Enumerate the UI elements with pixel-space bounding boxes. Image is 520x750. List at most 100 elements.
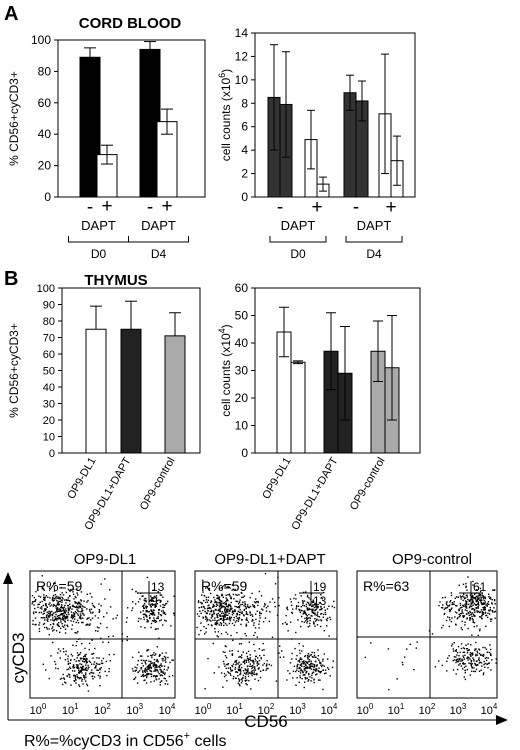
event-dot <box>240 682 243 684</box>
event-dot <box>67 605 69 607</box>
event-dot <box>306 677 308 679</box>
flow-x-axis-label: CD56 <box>244 712 287 731</box>
event-dot <box>81 672 83 674</box>
event-dot <box>450 620 453 623</box>
event-dot <box>239 609 241 611</box>
event-dot <box>149 613 152 615</box>
event-dot <box>99 610 101 612</box>
event-dot <box>97 630 99 632</box>
event-dot <box>224 651 226 653</box>
event-dot <box>197 601 200 604</box>
event-dot <box>48 603 50 605</box>
event-dot <box>224 613 226 616</box>
event-dot <box>466 610 468 612</box>
event-dot <box>93 663 95 665</box>
event-dot <box>333 606 336 609</box>
event-dot <box>70 659 72 662</box>
event-dot <box>245 661 248 664</box>
event-dot <box>480 662 483 664</box>
event-dot <box>71 608 73 610</box>
event-dot <box>62 594 65 596</box>
event-dot <box>247 659 249 661</box>
event-dot <box>220 603 223 605</box>
event-dot <box>49 624 52 626</box>
event-dot <box>162 610 164 612</box>
event-dot <box>479 629 481 632</box>
event-dot <box>250 671 253 673</box>
event-dot <box>254 650 256 652</box>
event-dot <box>481 617 483 620</box>
event-dot <box>52 612 55 614</box>
event-dot <box>316 624 319 626</box>
event-dot <box>276 614 279 617</box>
event-dot <box>464 600 467 602</box>
event-dot <box>62 616 64 619</box>
event-dot <box>303 605 306 607</box>
event-dot <box>208 588 211 590</box>
event-dot <box>306 619 308 621</box>
event-dot <box>309 617 312 619</box>
event-dot <box>152 611 155 614</box>
event-dot <box>61 592 63 594</box>
event-dot <box>286 679 288 681</box>
event-dot <box>296 605 298 607</box>
event-dot <box>455 673 457 675</box>
event-dot <box>79 615 81 618</box>
event-dot <box>264 572 267 575</box>
bar <box>85 328 107 454</box>
event-dot <box>73 665 75 667</box>
event-dot <box>476 650 478 652</box>
event-dot <box>145 600 148 602</box>
event-dot <box>476 663 478 666</box>
event-dot <box>58 600 60 603</box>
event-dot <box>157 660 159 662</box>
event-dot <box>458 658 460 660</box>
event-dot <box>86 684 89 687</box>
event-dot <box>302 661 304 663</box>
event-dot <box>473 667 475 669</box>
event-dot <box>231 653 234 656</box>
event-dot <box>441 597 444 599</box>
event-dot <box>81 680 83 682</box>
event-dot <box>55 613 57 616</box>
event-dot <box>218 666 220 668</box>
event-dot <box>72 591 74 593</box>
event-dot <box>218 624 220 626</box>
event-dot <box>154 664 156 667</box>
event-dot <box>302 604 304 607</box>
event-dot <box>312 601 315 603</box>
event-dot <box>302 671 304 674</box>
event-dot <box>57 607 59 609</box>
event-dot <box>476 610 478 612</box>
event-dot <box>64 624 66 626</box>
event-dot <box>326 667 329 669</box>
event-dot <box>311 610 313 612</box>
event-dot <box>154 654 156 656</box>
event-dot <box>98 657 100 659</box>
event-dot <box>475 604 477 606</box>
event-dot <box>72 620 75 623</box>
event-dot <box>464 603 466 606</box>
event-dot <box>126 639 128 642</box>
event-dot <box>162 612 164 614</box>
event-dot <box>72 588 75 591</box>
event-dot <box>87 623 89 626</box>
event-dot <box>445 607 447 609</box>
event-dot <box>231 654 234 656</box>
event-dot <box>491 603 493 605</box>
event-dot <box>207 609 209 612</box>
event-dot <box>149 669 151 672</box>
event-dot <box>112 635 114 637</box>
event-dot <box>295 606 298 608</box>
event-dot <box>75 660 77 662</box>
event-dot <box>197 600 200 602</box>
event-dot <box>149 664 152 667</box>
event-dot <box>53 590 56 592</box>
event-dot <box>85 657 87 660</box>
event-dot <box>312 605 314 607</box>
event-dot <box>301 658 303 660</box>
event-dot <box>252 605 255 608</box>
event-dot <box>313 679 315 681</box>
x-tick-label: 102 <box>94 702 111 717</box>
event-dot <box>300 669 302 672</box>
